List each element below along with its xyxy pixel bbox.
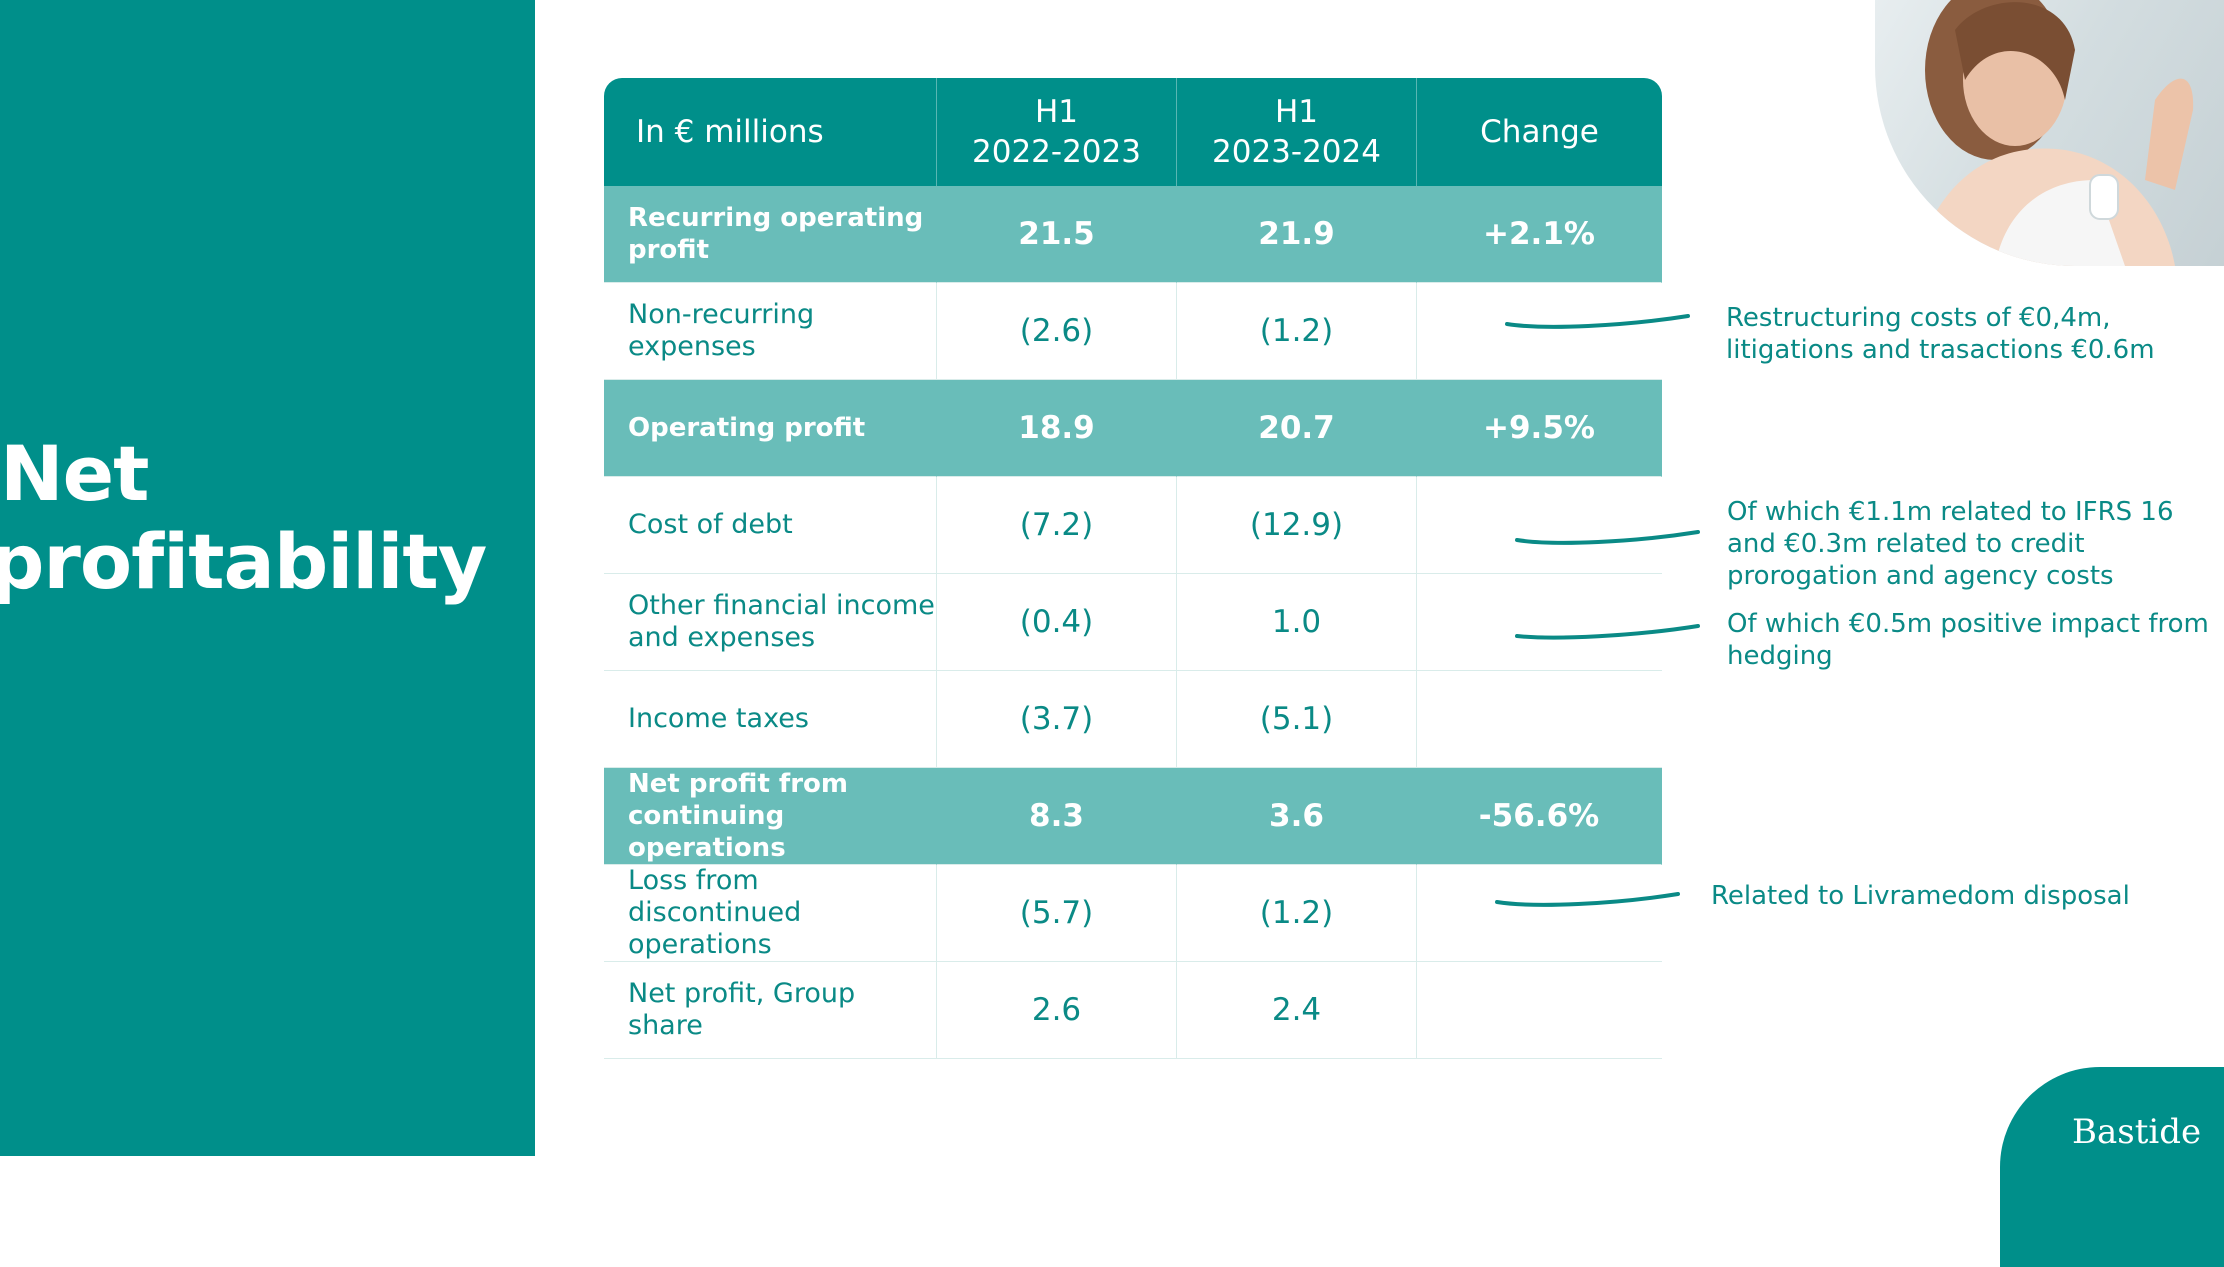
row-label: Cost of debt (604, 477, 937, 574)
cell-h1-2022-2023: (3.7) (937, 671, 1177, 768)
connector-line-discontinued (1495, 892, 1680, 907)
table-row: Loss from discontinued operations (5.7) … (604, 865, 1662, 962)
cell-h1-2022-2023: 8.3 (937, 768, 1177, 865)
financial-table: In € millions H1 2022-2023 H1 2023-2024 … (604, 78, 1662, 1059)
cell-h1-2022-2023: (0.4) (937, 574, 1177, 671)
cell-h1-2022-2023: (5.7) (937, 865, 1177, 962)
table-row: Cost of debt (7.2) (12.9) (604, 477, 1662, 574)
cell-h1-2023-2024: 20.7 (1177, 380, 1417, 477)
cell-h1-2022-2023: 2.6 (937, 962, 1177, 1059)
row-label: Non-recurring expenses (604, 283, 937, 380)
cell-h1-2023-2024: (12.9) (1177, 477, 1417, 574)
cell-h1-2023-2024: 2.4 (1177, 962, 1417, 1059)
slide-title: Net profitability (0, 429, 487, 606)
cell-change (1417, 574, 1662, 671)
table-row: Income taxes (3.7) (5.1) (604, 671, 1662, 768)
connector-line-cost-of-debt (1515, 530, 1700, 545)
brand-logo: Bastide (2072, 1112, 2202, 1152)
header-unit: In € millions (604, 78, 937, 186)
cell-change (1417, 865, 1662, 962)
header-change: Change (1417, 78, 1662, 186)
row-label: Loss from discontinued operations (604, 865, 937, 962)
row-label: Income taxes (604, 671, 937, 768)
cell-h1-2023-2024: 21.9 (1177, 186, 1417, 283)
cell-h1-2023-2024: 1.0 (1177, 574, 1417, 671)
table-row: Net profit from continuing operations 8.… (604, 768, 1662, 865)
row-label: Net profit, Group share (604, 962, 937, 1059)
cell-h1-2023-2024: (5.1) (1177, 671, 1417, 768)
note-discontinued: Related to Livramedom disposal (1711, 881, 2130, 911)
table-row: Recurring operating profit 21.5 21.9 +2.… (604, 186, 1662, 283)
note-other-financial: Of which €0.5m positive impact from hedg… (1727, 609, 2209, 671)
table-row: Operating profit 18.9 20.7 +9.5% (604, 380, 1662, 477)
cell-h1-2022-2023: 18.9 (937, 380, 1177, 477)
header-h1-2023-2024: H1 2023-2024 (1177, 78, 1417, 186)
cell-change: -56.6% (1417, 768, 1662, 865)
table-body: Recurring operating profit 21.5 21.9 +2.… (604, 186, 1662, 1059)
table-header: In € millions H1 2022-2023 H1 2023-2024 … (604, 78, 1662, 186)
cell-h1-2023-2024: (1.2) (1177, 865, 1417, 962)
connector-line-other-financial (1515, 624, 1700, 640)
table-row: Other financial income and expenses (0.4… (604, 574, 1662, 671)
cell-change: +9.5% (1417, 380, 1662, 477)
brand-badge (2000, 1067, 2224, 1267)
cell-change (1417, 962, 1662, 1059)
cell-h1-2022-2023: (7.2) (937, 477, 1177, 574)
woman-with-glucose-sensor-photo (1875, 0, 2224, 266)
table-row: Non-recurring expenses (2.6) (1.2) (604, 283, 1662, 380)
row-label: Operating profit (604, 380, 937, 477)
cell-h1-2022-2023: 21.5 (937, 186, 1177, 283)
cell-change (1417, 283, 1662, 380)
slide-title-line-1: Net (0, 429, 149, 518)
row-label: Recurring operating profit (604, 186, 937, 283)
row-label: Net profit from continuing operations (604, 768, 937, 865)
note-cost-of-debt: Of which €1.1m related to IFRS 16 and €0… (1727, 497, 2174, 591)
cell-change (1417, 477, 1662, 574)
side-panel (0, 0, 535, 1156)
note-non-recurring: Restructuring costs of €0,4m, litigation… (1726, 303, 2155, 365)
cell-change (1417, 671, 1662, 768)
cell-h1-2023-2024: (1.2) (1177, 283, 1417, 380)
header-h1-2022-2023: H1 2022-2023 (937, 78, 1177, 186)
cell-change: +2.1% (1417, 186, 1662, 283)
cell-h1-2022-2023: (2.6) (937, 283, 1177, 380)
connector-line-non-recurring (1505, 314, 1690, 329)
table-row: Net profit, Group share 2.6 2.4 (604, 962, 1662, 1059)
slide-title-line-2: profitability (0, 517, 487, 606)
row-label: Other financial income and expenses (604, 574, 937, 671)
cell-h1-2023-2024: 3.6 (1177, 768, 1417, 865)
